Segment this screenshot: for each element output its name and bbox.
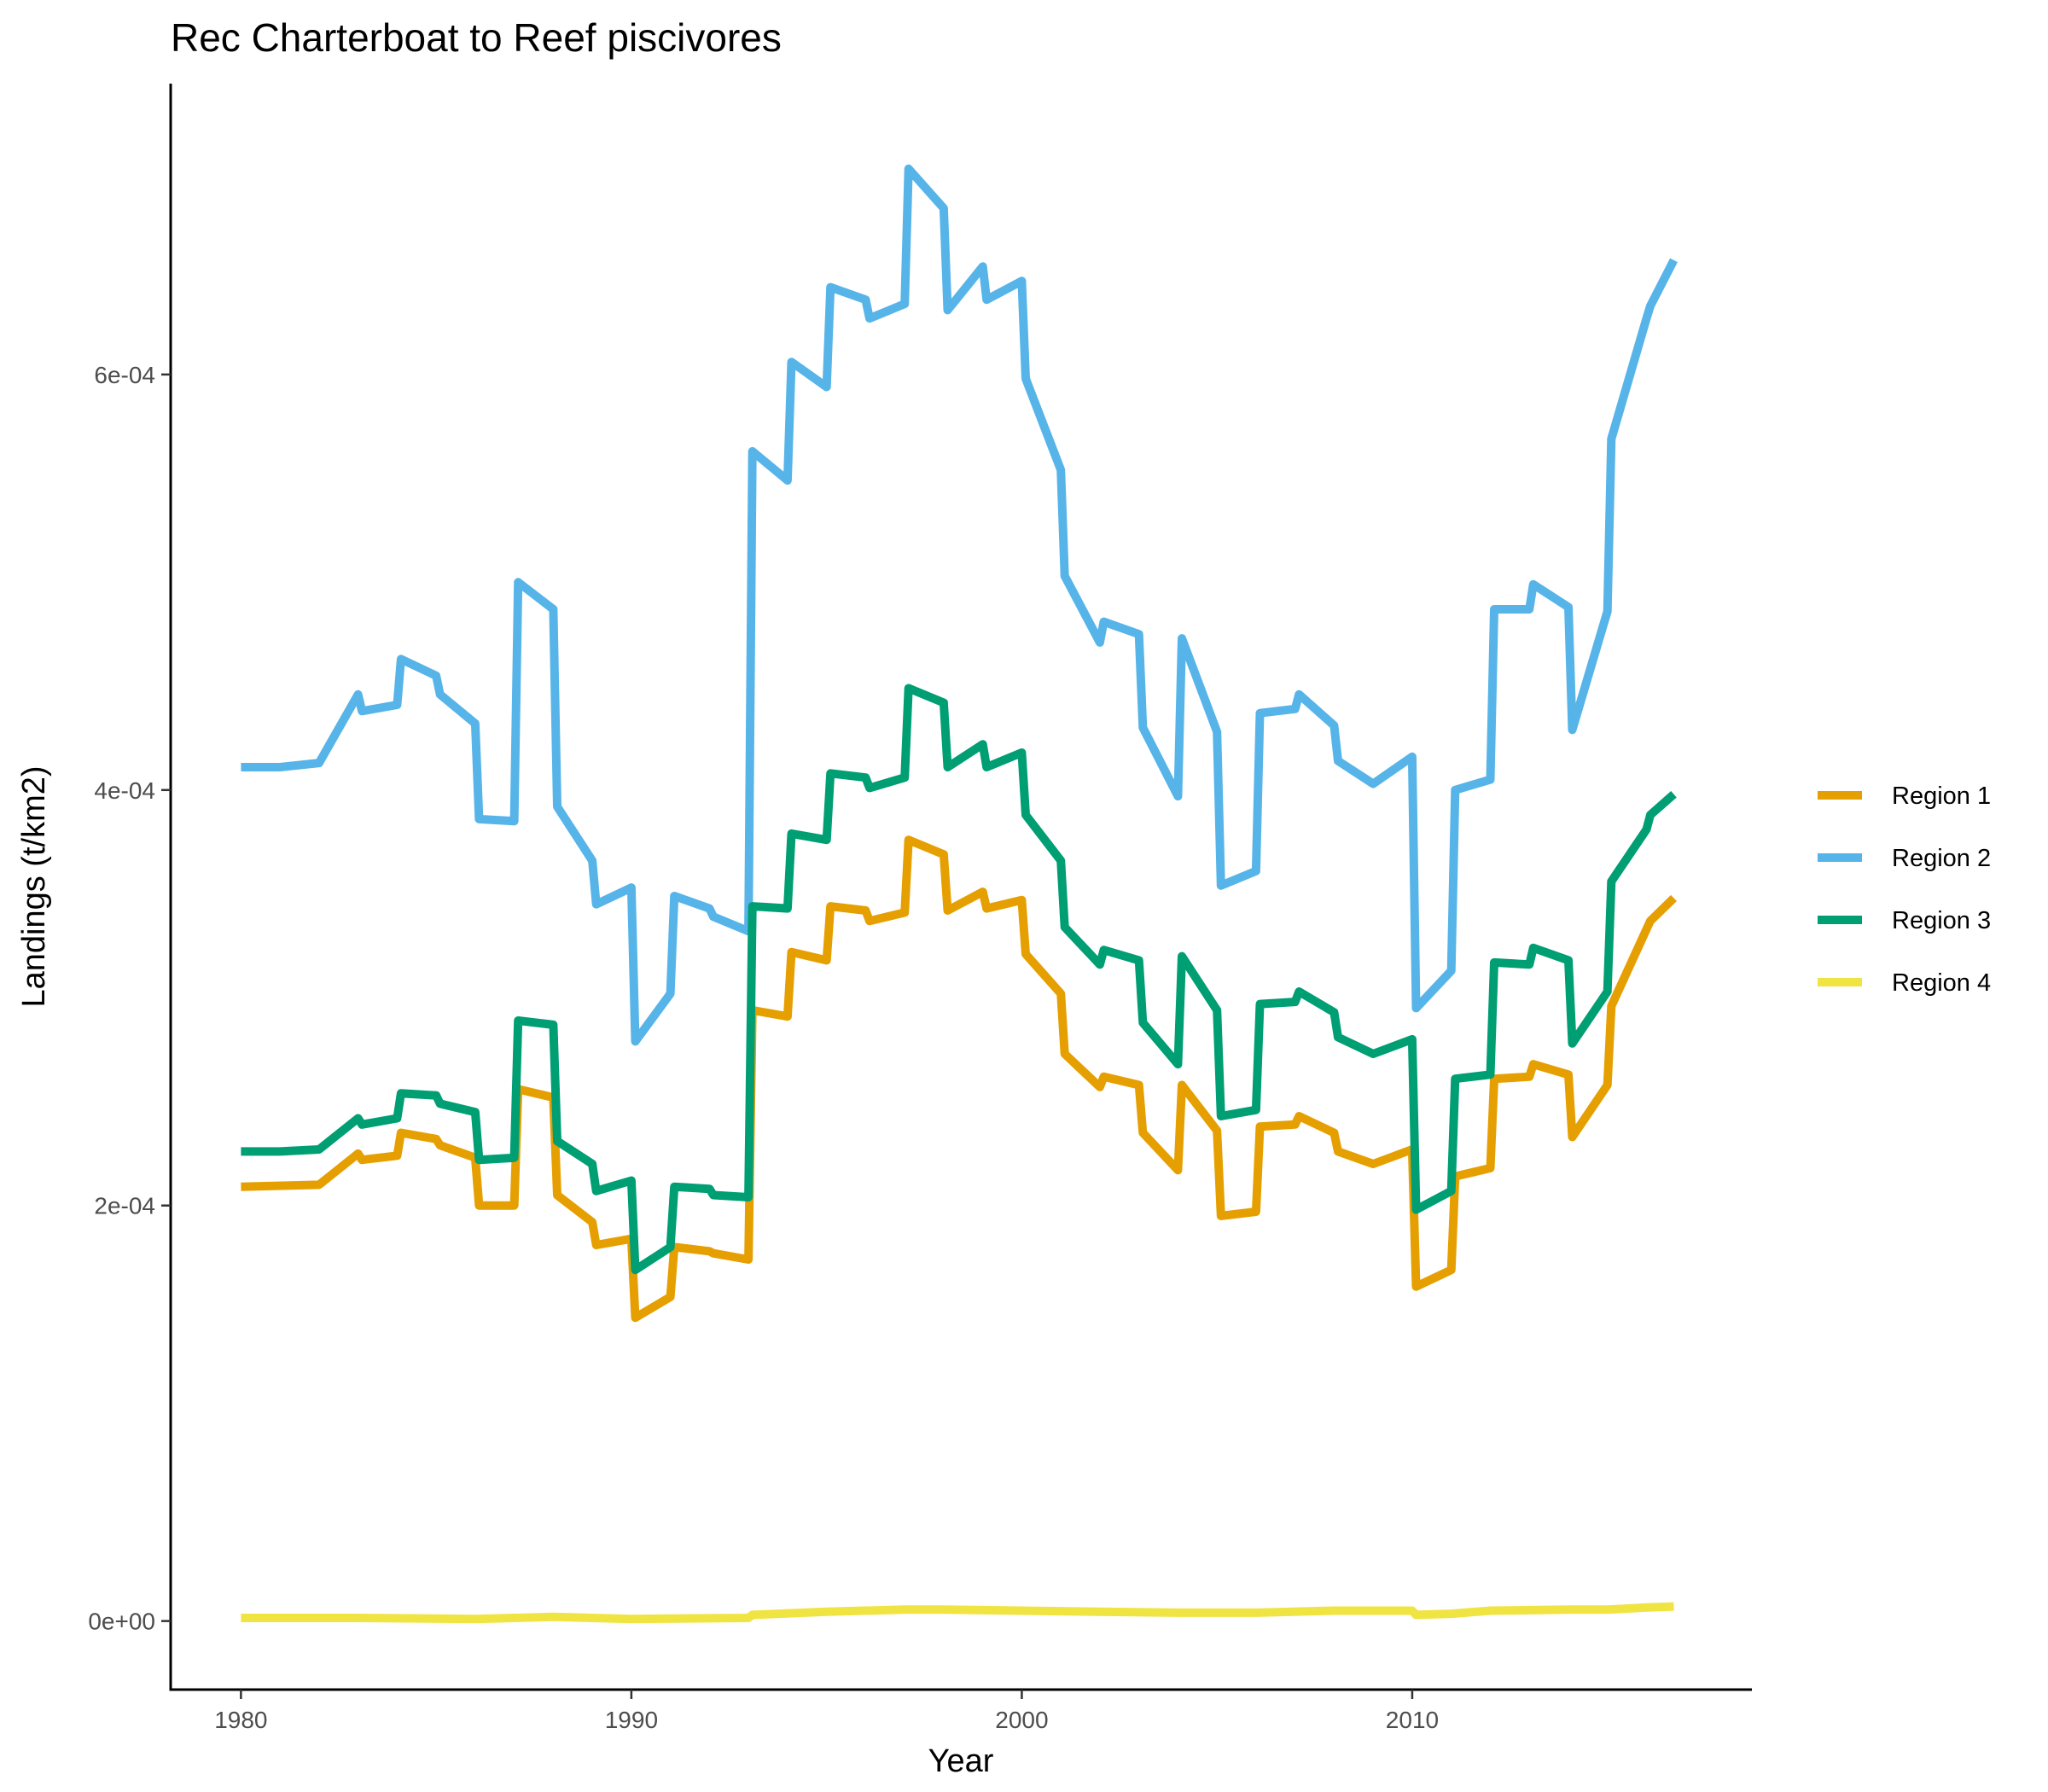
y-tick-label: 2e-04 <box>94 1193 155 1219</box>
legend-label: Region 3 <box>1892 907 1991 934</box>
y-tick-label: 4e-04 <box>94 777 155 804</box>
series-line-region-2 <box>241 164 1678 1046</box>
x-axis-ticks: 1980 1990 2000 2010 <box>214 1690 1439 1733</box>
legend-label: Region 4 <box>1892 969 1991 997</box>
x-tick-label: 2000 <box>995 1707 1048 1733</box>
y-tick-label: 6e-04 <box>94 362 155 388</box>
legend-item-region-2: Region 2 <box>1818 845 1991 872</box>
plot-area: 1980 1990 2000 2010 0e+00 2e-04 4e-04 6e-04 <box>88 84 1752 1733</box>
x-tick-label: 1990 <box>605 1707 658 1733</box>
legend-item-region-1: Region 1 <box>1818 783 1991 810</box>
y-axis-title: Landings (t/km2) <box>16 765 52 1007</box>
x-tick-label: 2010 <box>1386 1707 1439 1733</box>
series-line-region-3 <box>241 684 1677 1275</box>
x-tick-label: 1980 <box>214 1707 267 1733</box>
y-tick-label: 0e+00 <box>88 1609 155 1635</box>
legend-label: Region 2 <box>1892 845 1991 872</box>
x-axis-title: Year <box>928 1743 994 1779</box>
series-line-region-4 <box>241 1602 1674 1624</box>
legend: Region 1 Region 2 Region 3 Region 4 <box>1818 783 1991 997</box>
legend-label: Region 1 <box>1892 783 1991 810</box>
legend-item-region-4: Region 4 <box>1818 969 1991 997</box>
chart-title: Rec Charterboat to Reef piscivores <box>171 15 782 60</box>
series-layer <box>241 164 1678 1624</box>
y-axis-ticks: 0e+00 2e-04 4e-04 6e-04 <box>88 362 171 1635</box>
legend-item-region-3: Region 3 <box>1818 907 1991 934</box>
series-line-region-1 <box>241 835 1677 1323</box>
